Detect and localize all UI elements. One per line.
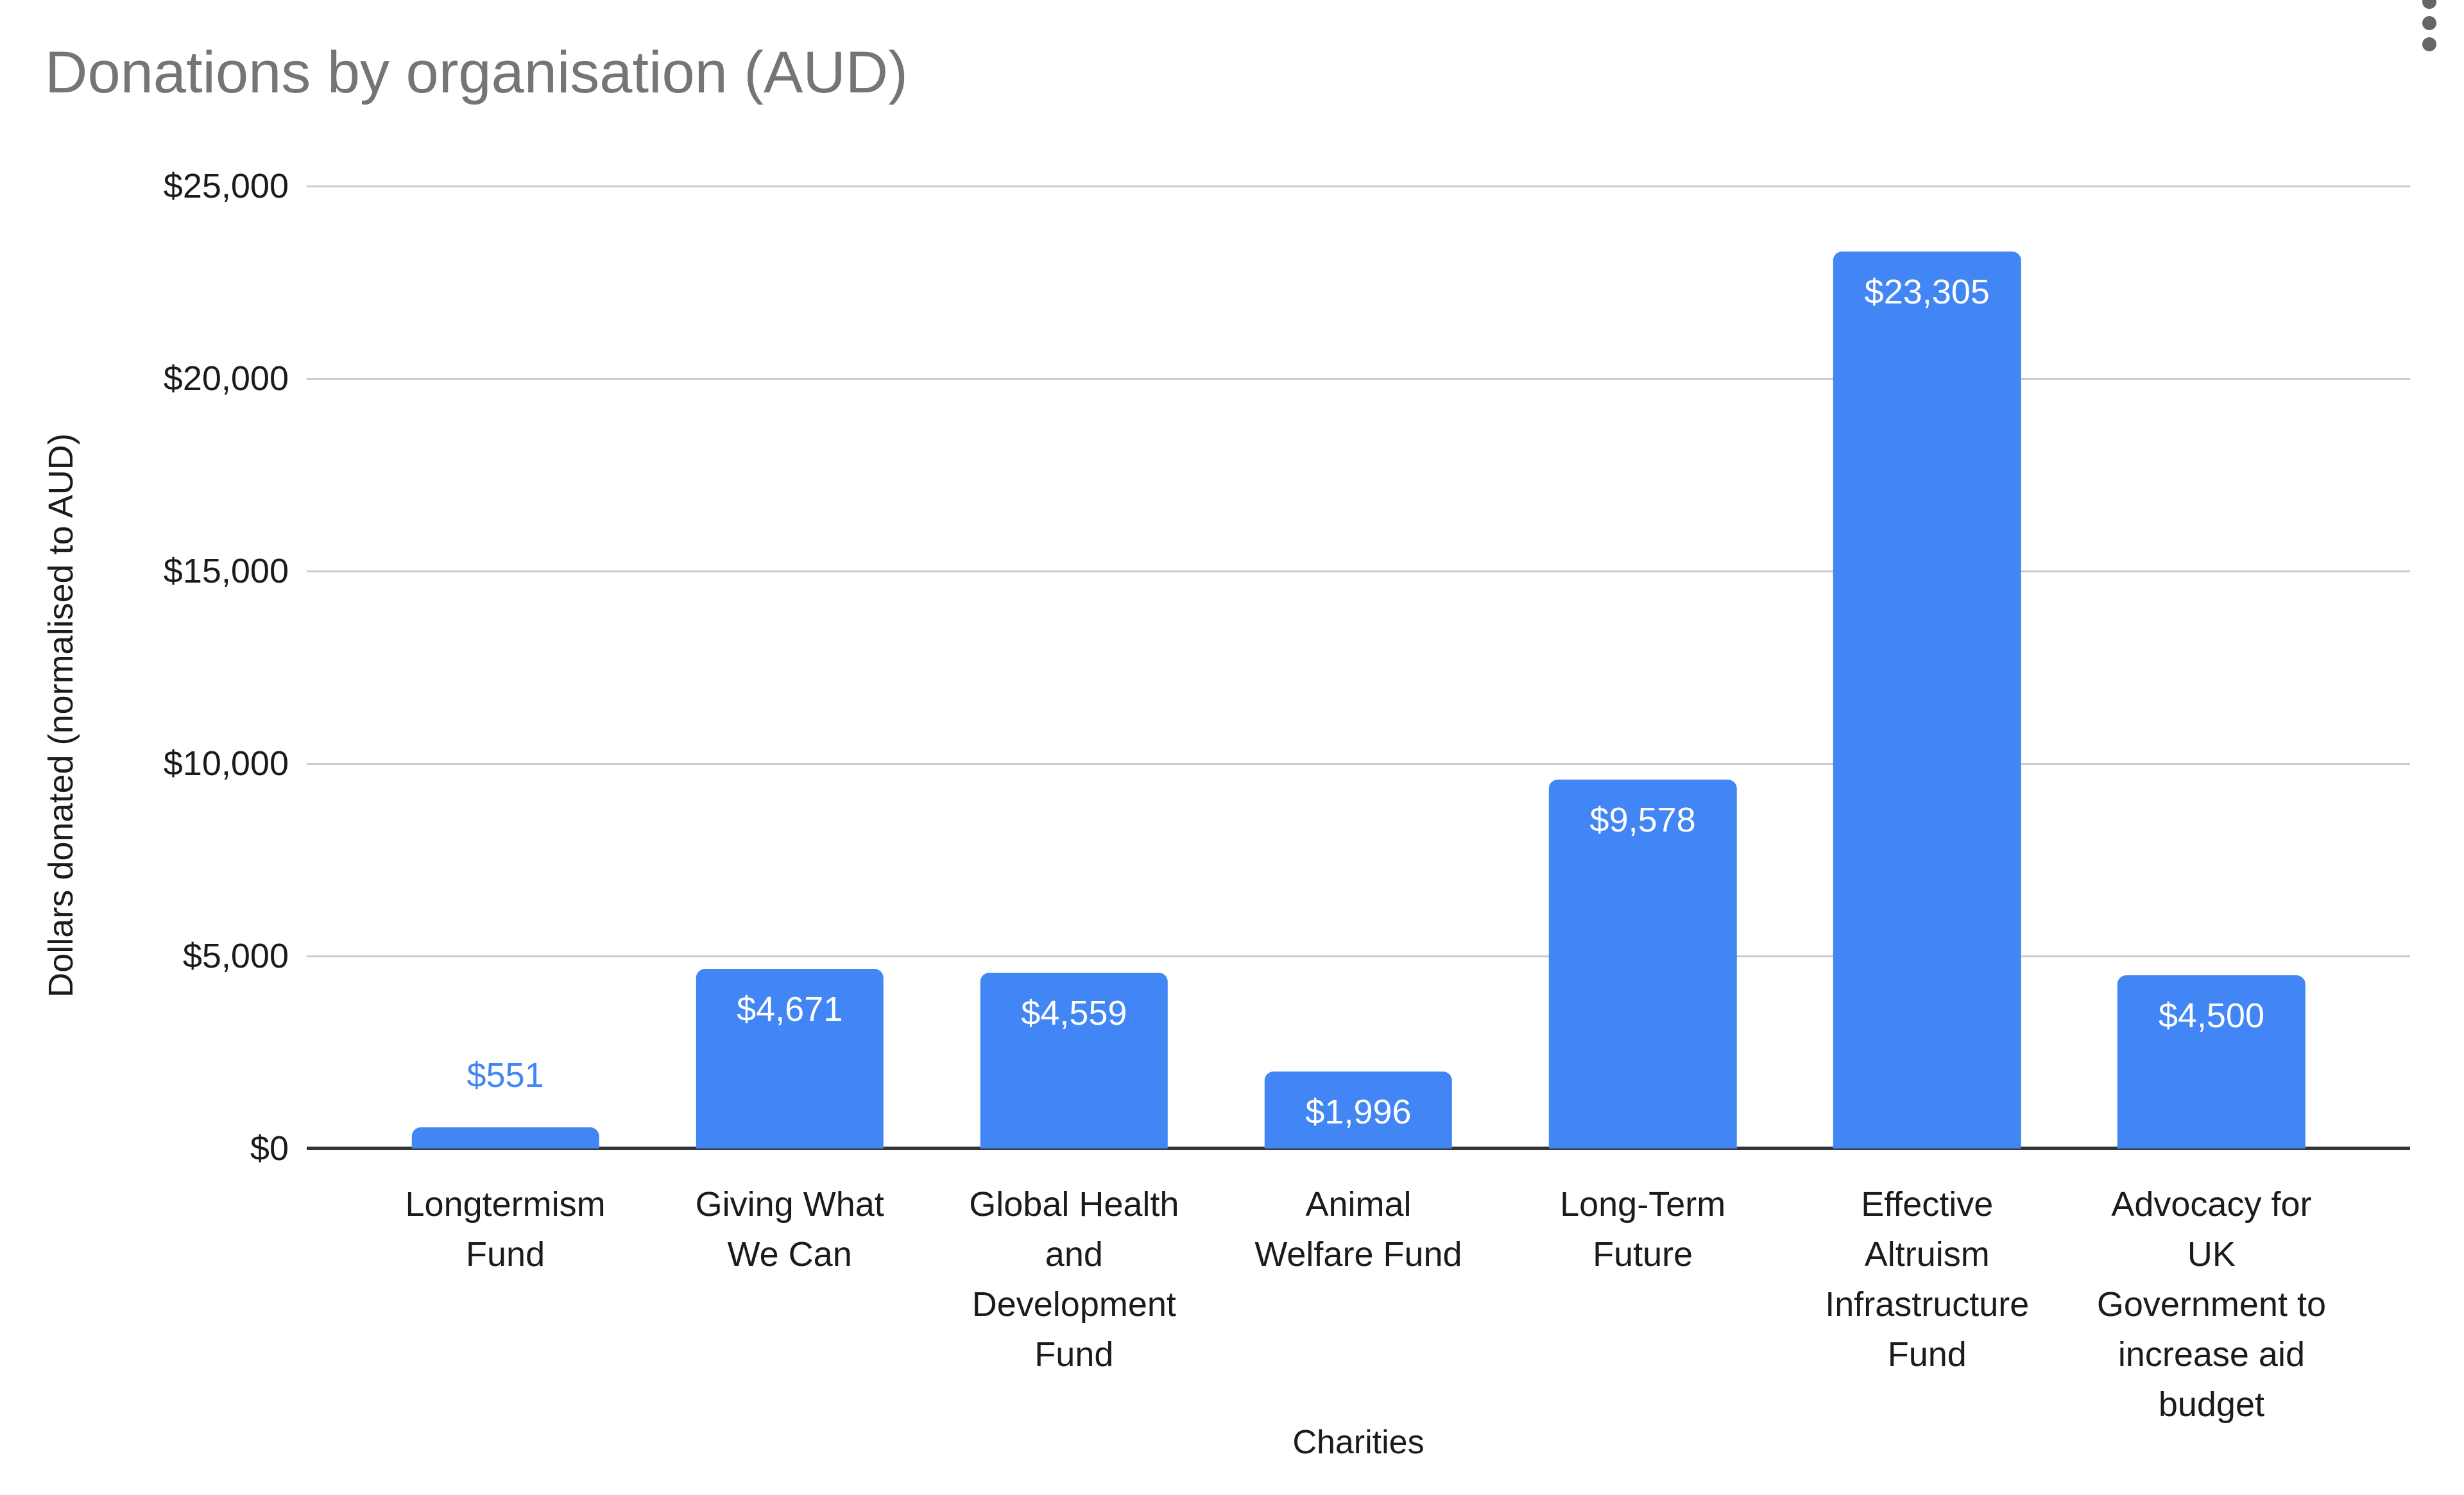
category-label: Longtermism Fund — [405, 1185, 606, 1274]
x-axis-category-labels: Longtermism Fund Giving What We Can Global… — [363, 1179, 2354, 1430]
vertical-ellipsis-icon — [2422, 16, 2436, 30]
bar-slot: $4,500 — [2069, 186, 2354, 1149]
y-tick-label: $15,000 — [163, 552, 289, 590]
vertical-ellipsis-icon — [2422, 0, 2436, 9]
category-label: Animal Welfare Fund — [1254, 1185, 1462, 1274]
bar-value-label: $23,305 — [1864, 272, 1990, 311]
bar[interactable]: $4,671 — [696, 968, 884, 1149]
category-label: Effective Altruism Infrastructure Fund — [1825, 1185, 2030, 1374]
category-label: Advocacy for UK Government to increase a… — [2096, 1185, 2326, 1424]
y-tick-label: $20,000 — [163, 359, 289, 398]
bar[interactable]: $4,500 — [2118, 975, 2306, 1149]
bar-slot: $23,305 — [1785, 186, 2069, 1149]
gridline — [307, 378, 2410, 380]
x-axis-title: Charities — [1292, 1424, 1425, 1461]
chart-title: Donations by organisation (AUD) — [45, 40, 908, 105]
y-tick-label: $10,000 — [163, 744, 289, 783]
category-label: Long-Term Future — [1560, 1185, 1726, 1274]
bar[interactable]: $23,305 — [1833, 251, 2021, 1149]
bar-slot: $9,578 — [1501, 186, 1785, 1149]
bar[interactable]: $9,578 — [1548, 780, 1737, 1149]
bar-value-label: $551 — [466, 1055, 544, 1095]
y-tick-label: $0 — [250, 1129, 289, 1168]
y-tick-label: $5,000 — [182, 937, 289, 975]
bar-value-label: $4,671 — [737, 989, 843, 1029]
bar[interactable]: $551 — [411, 1056, 599, 1149]
bar-slot: $4,671 — [647, 186, 932, 1149]
gridline — [307, 763, 2410, 765]
y-tick-label: $25,000 — [163, 167, 289, 205]
gridline — [307, 570, 2410, 572]
bar[interactable]: $1,996 — [1264, 1072, 1453, 1149]
bar-slot: $551 — [363, 186, 647, 1149]
bar-value-label: $4,500 — [2158, 996, 2264, 1035]
bar-value-label: $9,578 — [1589, 801, 1696, 840]
bar-slot: $4,559 — [932, 186, 1216, 1149]
gridline — [307, 185, 2410, 187]
category-label: Giving What We Can — [695, 1185, 884, 1274]
plot-area: $551 $4,671 $4,559 $1,996 $9,578 $23,305 $4,50… — [307, 185, 2410, 1150]
gridline — [307, 955, 2410, 957]
bar-slot: $1,996 — [1216, 186, 1500, 1149]
bar[interactable]: $4,559 — [980, 973, 1168, 1149]
bar-value-label: $4,559 — [1021, 994, 1127, 1033]
bar-series: $551 $4,671 $4,559 $1,996 $9,578 $23,305 $4,50… — [363, 186, 2354, 1149]
category-label: Global Health and Development Fund — [969, 1185, 1179, 1374]
bar-value-label: $1,996 — [1305, 1093, 1412, 1132]
more-options-button[interactable] — [2410, 0, 2449, 51]
vertical-ellipsis-icon — [2422, 37, 2436, 51]
y-axis-tick-labels: $25,000 $20,000 $15,000 $10,000 $5,000 $0 — [0, 169, 289, 1166]
